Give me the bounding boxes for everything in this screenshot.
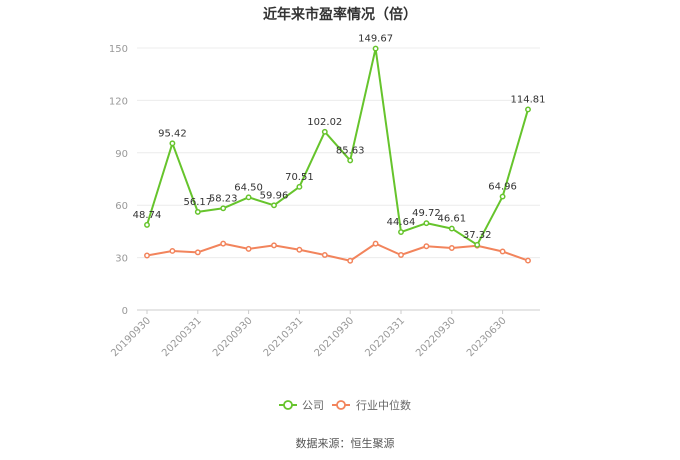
- y-tick-label: 120: [109, 96, 128, 107]
- company-data-point: [474, 241, 481, 248]
- industry-median-data-point: [499, 248, 506, 255]
- grid: [137, 47, 540, 311]
- x-tick-label: 20200331: [160, 315, 204, 359]
- industry-median-data-point: [372, 240, 379, 247]
- company-data-label: 95.42: [158, 128, 187, 139]
- x-tick-label: 20190930: [109, 315, 153, 359]
- industry-median-data-point: [194, 249, 201, 256]
- y-tick-label: 60: [115, 201, 128, 212]
- company-data-point: [347, 157, 354, 164]
- company-data-point: [194, 208, 201, 215]
- legend-item-industry-median[interactable]: 行业中位数: [332, 398, 411, 412]
- x-tick-label: 20210930: [313, 315, 357, 359]
- legend-line-marker-icon: [332, 400, 350, 410]
- legend-line-marker-icon: [279, 400, 297, 410]
- industry-median-data-point: [448, 245, 455, 251]
- company-data-label: 58.23: [209, 193, 238, 204]
- series: [144, 45, 531, 264]
- company-data-label: 46.61: [437, 214, 466, 225]
- company-data-label: 49.72: [412, 208, 441, 219]
- x-tick-label: 20210331: [262, 315, 306, 359]
- company-data-point: [245, 194, 252, 201]
- company-data-point: [423, 220, 430, 227]
- industry-median-data-point: [271, 242, 277, 249]
- industry-median-series-line: [146, 242, 529, 262]
- legend-label: 公司: [302, 399, 324, 412]
- legend[interactable]: 公司 行业中位数: [279, 398, 411, 412]
- industry-median-data-point: [321, 252, 328, 258]
- industry-median-data-point: [347, 257, 354, 264]
- company-data-label: 102.02: [307, 117, 342, 128]
- company-data-label: 85.63: [336, 145, 365, 156]
- company-data-label: 64.50: [234, 182, 263, 193]
- industry-median-data-point: [423, 243, 430, 250]
- y-tick-label: 0: [122, 306, 128, 317]
- data-source-note: 数据来源：恒生聚源: [296, 436, 395, 450]
- chart-title: 近年来市盈率情况（倍）: [263, 6, 417, 23]
- industry-median-data-point: [144, 252, 150, 259]
- industry-median-data-point: [525, 257, 531, 264]
- industry-median-data-point: [398, 252, 404, 258]
- company-data-label: 48.74: [133, 210, 162, 221]
- company-data-label: 44.64: [387, 217, 416, 228]
- x-tick-label: 20220331: [363, 315, 407, 359]
- x-tick-label: 20200930: [211, 315, 255, 359]
- company-data-point: [144, 221, 150, 228]
- company-data-label: 64.96: [488, 182, 517, 193]
- company-data-label: 149.67: [358, 34, 393, 45]
- company-data-point: [321, 128, 328, 135]
- industry-median-data-point: [245, 245, 252, 252]
- legend-item-company[interactable]: 公司: [279, 399, 324, 412]
- y-tick-label: 90: [115, 149, 128, 160]
- company-data-label: 37.32: [463, 230, 492, 241]
- y-tick-label: 150: [109, 44, 128, 55]
- company-data-point: [525, 106, 531, 113]
- company-data-label: 70.51: [285, 172, 314, 183]
- industry-median-data-point: [169, 248, 176, 254]
- x-tick-label: 20220930: [414, 315, 458, 359]
- company-data-label: 56.17: [183, 197, 212, 208]
- legend-marker-circle: [336, 400, 346, 410]
- company-data-point: [448, 225, 455, 232]
- x-tick-label: 20230630: [465, 315, 509, 359]
- industry-median-data-point: [296, 246, 303, 253]
- company-data-point: [398, 229, 404, 235]
- company-data-point: [499, 193, 506, 200]
- y-tick-label: 30: [115, 254, 128, 265]
- company-data-label: 114.81: [511, 94, 546, 105]
- company-data-point: [296, 183, 303, 190]
- company-data-label: 59.96: [260, 190, 289, 201]
- company-data-point: [372, 45, 379, 52]
- company-series-line: [146, 47, 529, 246]
- industry-median-data-point: [220, 240, 227, 247]
- company-data-point: [220, 205, 227, 212]
- company-data-point: [169, 140, 176, 147]
- legend-label: 行业中位数: [356, 398, 411, 412]
- company-data-point: [271, 202, 277, 209]
- legend-marker-circle: [283, 400, 293, 410]
